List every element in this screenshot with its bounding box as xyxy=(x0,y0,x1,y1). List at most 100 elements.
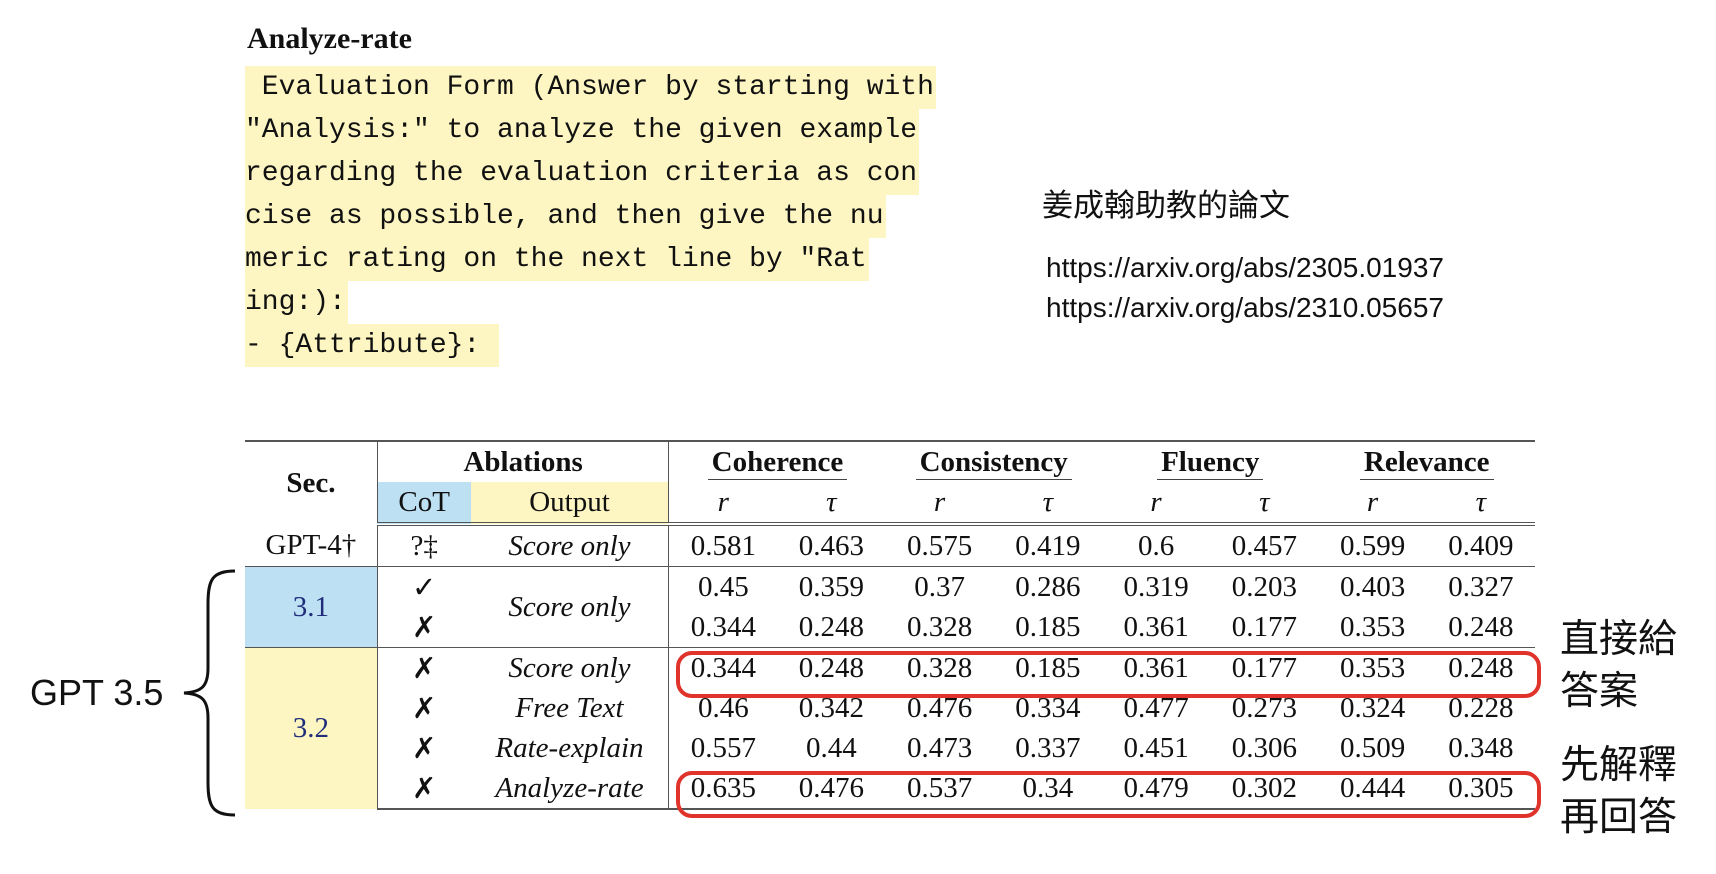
sec-header: Sec. xyxy=(245,440,378,524)
value-cell: 0.537 xyxy=(885,768,994,810)
prompt-template: Evaluation Form (Answer by starting with… xyxy=(245,66,936,367)
prompt-line: regarding the evaluation criteria as con xyxy=(245,152,920,195)
sub-r: r xyxy=(1101,482,1211,526)
highlight-box-score-only xyxy=(676,651,1541,698)
value-cell: 0.248 xyxy=(1448,610,1514,643)
table-row: ✗ 0.344 0.248 0.328 0.185 0.361 0.177 0.… xyxy=(245,607,1535,648)
sub-tau: τ xyxy=(1426,482,1535,526)
annotation-line: 先解釋 xyxy=(1560,743,1678,788)
paper-note-title: 姜成翰助教的論文 xyxy=(1042,188,1290,224)
metric-fluency: Fluency xyxy=(1157,445,1264,480)
prompt-line: Evaluation Form (Answer by starting with xyxy=(245,66,936,109)
cot-header: CoT xyxy=(377,482,471,526)
sub-tau: τ xyxy=(993,482,1102,526)
value-cell: 0.34 xyxy=(993,768,1102,810)
value-cell: 0.479 xyxy=(1101,768,1211,810)
output-cell: Score only xyxy=(470,524,670,567)
annotation-direct-answer: 直接給 答案 xyxy=(1560,614,1677,718)
metric-header: Coherence xyxy=(668,440,886,482)
value-cell: 0.581 xyxy=(690,529,756,562)
output-header: Output xyxy=(470,482,670,526)
paper-link[interactable]: https://arxiv.org/abs/2305.01937 xyxy=(1046,252,1444,283)
value-cell: 0.328 xyxy=(906,610,973,643)
value-cell: 0.302 xyxy=(1210,768,1319,810)
value-cell: 0.305 xyxy=(1426,768,1535,810)
value-cell: 0.419 xyxy=(1015,529,1081,562)
output-cell: Rate-explain xyxy=(470,728,670,768)
sub-tau: τ xyxy=(1210,482,1319,526)
metric-coherence: Coherence xyxy=(707,445,848,480)
value-cell: 0.557 xyxy=(690,731,756,764)
metric-header: Fluency xyxy=(1101,440,1319,482)
output-cell: Score only xyxy=(470,566,670,648)
value-cell: 0.473 xyxy=(906,731,973,764)
value-cell: 0.37 xyxy=(885,566,994,607)
value-cell: 0.327 xyxy=(1426,566,1535,607)
value-cell: 0.509 xyxy=(1339,731,1406,764)
value-cell: 0.45 xyxy=(668,566,778,607)
sec-cell: 3.1 xyxy=(245,566,378,648)
cot-cell: ?‡ xyxy=(410,529,438,562)
value-cell: 0.476 xyxy=(777,768,886,810)
table-row: ✗ Rate-explain 0.557 0.44 0.473 0.337 0.… xyxy=(245,728,1535,768)
cot-cell: ✗ xyxy=(377,647,471,688)
value-cell: 0.248 xyxy=(1426,647,1535,688)
value-cell: 0.403 xyxy=(1318,566,1427,607)
sub-r: r xyxy=(885,482,994,526)
value-cell: 0.444 xyxy=(1318,768,1427,810)
sub-tau: τ xyxy=(777,482,886,526)
value-cell: 0.359 xyxy=(777,566,886,607)
value-cell: 0.451 xyxy=(1123,731,1189,764)
metric-header: Consistency xyxy=(885,440,1102,482)
output-cell: Score only xyxy=(470,647,670,688)
curly-brace-icon xyxy=(183,569,236,817)
table-row: ✗ Analyze-rate 0.635 0.476 0.537 0.34 0.… xyxy=(245,768,1535,810)
value-cell: 0.575 xyxy=(906,529,973,562)
sub-r: r xyxy=(1318,482,1427,526)
gpt35-label: GPT 3.5 xyxy=(30,672,164,713)
value-cell: 0.337 xyxy=(1015,731,1081,764)
value-cell: 0.409 xyxy=(1448,529,1514,562)
paper-link[interactable]: https://arxiv.org/abs/2310.05657 xyxy=(1046,292,1444,323)
annotation-line: 直接給 xyxy=(1560,617,1678,662)
prompt-line: cise as possible, and then give the nu xyxy=(245,195,886,238)
ablation-table: Sec. Ablations Coherence Consistency Flu… xyxy=(245,440,1535,810)
value-cell: 0.185 xyxy=(1015,610,1081,643)
ablations-header: Ablations xyxy=(377,440,670,482)
value-cell: 0.319 xyxy=(1101,566,1211,607)
value-cell: 0.348 xyxy=(1448,731,1514,764)
table-row: 3.1 ✓ Score only 0.45 0.359 0.37 0.286 0… xyxy=(245,566,1535,648)
sec-cell: 3.2 xyxy=(245,647,378,809)
metric-consistency: Consistency xyxy=(915,445,1072,480)
output-cell: Analyze-rate xyxy=(470,768,670,810)
cot-cell: ✗ xyxy=(411,611,437,644)
cot-cell: ✗ xyxy=(411,692,437,725)
value-cell: 0.599 xyxy=(1339,529,1406,562)
sec-cell: GPT-4† xyxy=(245,524,378,567)
prompt-line: ing:): xyxy=(245,281,348,324)
metric-relevance: Relevance xyxy=(1359,445,1494,480)
value-cell: 0.353 xyxy=(1339,610,1406,643)
sub-r: r xyxy=(668,482,778,526)
cot-cell: ✗ xyxy=(411,732,437,765)
value-cell: 0.6 xyxy=(1137,529,1175,562)
prompt-line: meric rating on the next line by "Rat xyxy=(245,238,869,281)
prompt-line: - {Attribute}: xyxy=(245,324,500,367)
value-cell: 0.361 xyxy=(1123,610,1189,643)
value-cell: 0.248 xyxy=(798,610,864,643)
value-cell: 0.463 xyxy=(798,529,864,562)
value-cell: 0.44 xyxy=(805,731,857,764)
metric-header: Relevance xyxy=(1318,440,1535,482)
value-cell: 0.286 xyxy=(993,566,1102,607)
cot-cell: ✓ xyxy=(377,566,471,607)
annotation-line: 答案 xyxy=(1560,669,1639,714)
annotation-line: 再回答 xyxy=(1560,795,1678,840)
annotation-explain-first: 先解釋 再回答 xyxy=(1560,740,1677,844)
highlight-box-analyze-rate xyxy=(676,771,1541,818)
value-cell: 0.344 xyxy=(690,610,756,643)
paper-links: https://arxiv.org/abs/2305.01937 https:/… xyxy=(1046,248,1444,328)
value-cell: 0.203 xyxy=(1210,566,1319,607)
value-cell: 0.177 xyxy=(1231,610,1297,643)
value-cell: 0.306 xyxy=(1231,731,1297,764)
output-cell: Free Text xyxy=(470,688,670,728)
